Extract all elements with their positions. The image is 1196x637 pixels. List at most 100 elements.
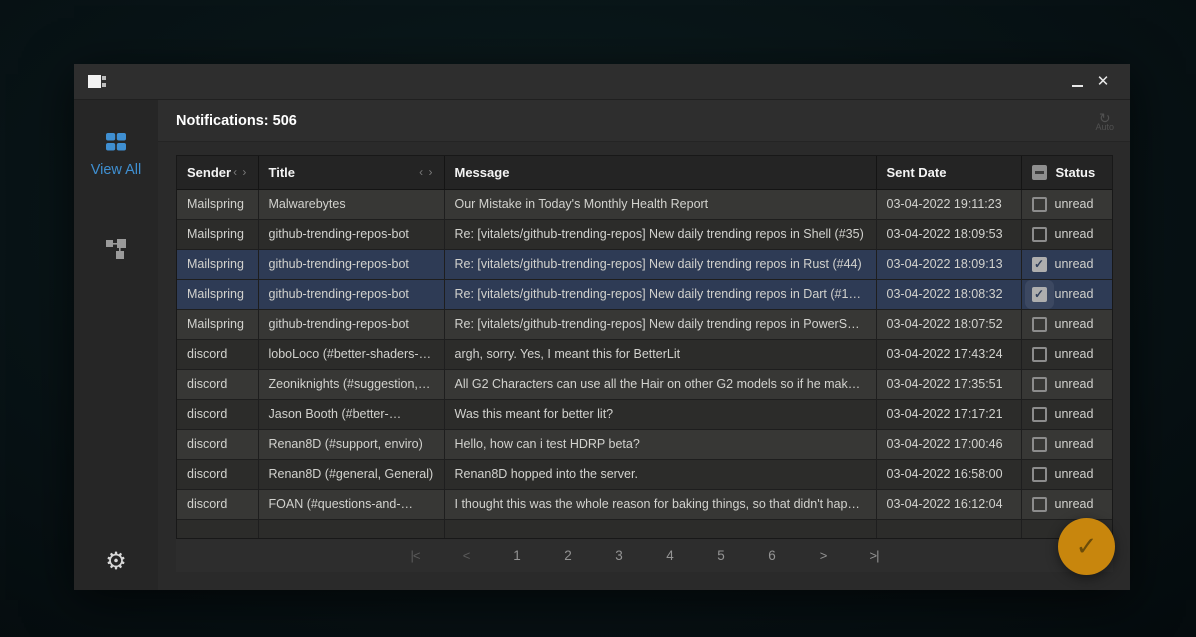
- minimize-button[interactable]: [1064, 69, 1090, 95]
- status-label: unread: [1054, 197, 1094, 211]
- row-checkbox[interactable]: [1031, 466, 1047, 482]
- column-header-sent-date[interactable]: Sent Date: [876, 156, 1022, 190]
- cell-sender: discord: [177, 399, 259, 430]
- sort-chevrons-icon[interactable]: ‹ ›: [419, 165, 434, 180]
- auto-refresh-button[interactable]: ↻ Auto: [1095, 110, 1114, 132]
- table-header-row: Sender ‹ › Title ‹ ›: [177, 156, 1112, 190]
- table-row[interactable]: Mailspring Malwarebytes Our Mistake in Tod…: [177, 189, 1112, 220]
- page-5-button[interactable]: 5: [717, 548, 725, 563]
- cell-message: I thought this was the whole reason for …: [444, 489, 877, 520]
- column-header-title[interactable]: Title ‹ ›: [258, 156, 445, 190]
- status-label: unread: [1054, 347, 1094, 361]
- cell-sent-date: 03-04-2022 17:17:21: [876, 399, 1022, 430]
- status-label: unread: [1054, 227, 1094, 241]
- prev-page-button[interactable]: <: [462, 548, 471, 563]
- page-1-button[interactable]: 1: [513, 548, 521, 563]
- column-header-message[interactable]: Message: [444, 156, 877, 190]
- cell-status: unread: [1021, 399, 1112, 430]
- select-all-checkbox[interactable]: [1031, 164, 1047, 180]
- page-4-button[interactable]: 4: [666, 548, 674, 563]
- table-row[interactable]: discord Renan8D (#general, General) Renan8…: [177, 459, 1112, 490]
- table-row[interactable]: Mailspring github-trending-repos-bot Re: […: [177, 219, 1112, 250]
- table-row[interactable]: Mailspring github-trending-repos-bot Re: […: [177, 249, 1112, 280]
- cell-message: Hello, how can i test HDRP beta?: [444, 429, 877, 460]
- table-row[interactable]: Mailspring github-trending-repos-bot Re: […: [177, 309, 1112, 340]
- table-row[interactable]: discord Renan8D (#support, enviro) Hello, …: [177, 429, 1112, 460]
- checkmark-icon: ✓: [1075, 531, 1098, 561]
- cell-status: unread: [1021, 309, 1112, 340]
- page-3-button[interactable]: 3: [615, 548, 623, 563]
- page-6-button[interactable]: 6: [768, 548, 776, 563]
- table-row[interactable]: discord loboLoco (#better-shaders-… argh, …: [177, 339, 1112, 370]
- cell-message: Re: [vitalets/github-trending-repos] New…: [444, 279, 877, 310]
- column-label: Title: [268, 164, 296, 180]
- close-button[interactable]: ✕: [1096, 73, 1110, 90]
- cell-title: github-trending-repos-bot: [258, 279, 445, 310]
- cell-sent-date: 03-04-2022 16:58:00: [876, 459, 1022, 490]
- last-page-button[interactable]: >|: [869, 548, 880, 563]
- cell-sender: Mailspring: [177, 279, 259, 310]
- cell-sender: discord: [177, 369, 259, 400]
- cell-message: Re: [vitalets/github-trending-repos] New…: [444, 309, 877, 340]
- sidebar-item-hierarchy[interactable]: [104, 236, 128, 265]
- grid-icon: [103, 130, 129, 159]
- cell-sent-date: 03-04-2022 18:09:13: [876, 249, 1022, 280]
- row-checkbox[interactable]: [1031, 316, 1047, 332]
- cell-status: ✓ unread: [1021, 279, 1112, 310]
- cell-sender: discord: [177, 339, 259, 370]
- app-window: ✕ View All: [74, 64, 1130, 590]
- content-header: Notifications: 506 ↻ Auto: [158, 100, 1130, 142]
- cell-status: unread: [1021, 489, 1112, 520]
- cell-sent-date: 03-04-2022 18:07:52: [876, 309, 1022, 340]
- status-label: unread: [1054, 497, 1094, 511]
- table-row[interactable]: discord FOAN (#questions-and-… I thought t…: [177, 489, 1112, 520]
- cell-sent-date: [876, 519, 1022, 538]
- cell-title: Jason Booth (#better-…: [258, 399, 445, 430]
- page-2-button[interactable]: 2: [564, 548, 572, 563]
- table-row[interactable]: discord Jason Booth (#better-… Was this me…: [177, 399, 1112, 430]
- row-checkbox[interactable]: ✓: [1031, 286, 1047, 302]
- cell-status: unread: [1021, 339, 1112, 370]
- sitemap-icon: [104, 236, 128, 265]
- sidebar-item-settings[interactable]: ⚙: [74, 547, 158, 576]
- table-row[interactable]: discord Zeoniknights (#suggestion,… All G2…: [177, 369, 1112, 400]
- sidebar-item-view-all[interactable]: View All: [90, 130, 142, 178]
- status-label: unread: [1054, 407, 1094, 421]
- status-label: unread: [1054, 287, 1094, 301]
- minimize-icon: [1071, 84, 1083, 87]
- sort-chevrons-icon[interactable]: ‹ ›: [233, 165, 248, 180]
- row-checkbox[interactable]: [1031, 406, 1047, 422]
- cell-message: Our Mistake in Today's Monthly Health Re…: [444, 189, 877, 220]
- cell-title: Renan8D (#support, enviro): [258, 429, 445, 460]
- row-checkbox[interactable]: [1031, 376, 1047, 392]
- next-page-button[interactable]: >: [819, 548, 828, 563]
- row-checkbox[interactable]: [1031, 436, 1047, 452]
- cell-title: github-trending-repos-bot: [258, 219, 445, 250]
- cell-message: [444, 519, 877, 538]
- row-checkbox[interactable]: [1031, 196, 1047, 212]
- cell-sender: Mailspring: [177, 189, 259, 220]
- table-row[interactable]: Mailspring github-trending-repos-bot Re: […: [177, 279, 1112, 310]
- row-checkbox[interactable]: [1031, 496, 1047, 512]
- column-header-sender[interactable]: Sender ‹ ›: [177, 156, 259, 190]
- cell-sender: Mailspring: [177, 309, 259, 340]
- row-checkbox[interactable]: [1031, 226, 1047, 242]
- cell-sender: discord: [177, 489, 259, 520]
- sidebar-item-label: View All: [90, 162, 142, 178]
- table-row[interactable]: [177, 519, 1112, 538]
- first-page-button[interactable]: |<: [410, 548, 421, 563]
- cell-status: unread: [1021, 429, 1112, 460]
- row-checkbox[interactable]: [1031, 346, 1047, 362]
- cell-sender: discord: [177, 429, 259, 460]
- cell-sender: Mailspring: [177, 249, 259, 280]
- cell-message: Renan8D hopped into the server.: [444, 459, 877, 490]
- cell-sent-date: 03-04-2022 17:35:51: [876, 369, 1022, 400]
- column-label: Sender: [187, 164, 232, 180]
- row-checkbox[interactable]: ✓: [1031, 256, 1047, 272]
- column-header-status[interactable]: Status: [1021, 156, 1112, 190]
- cell-sent-date: 03-04-2022 18:08:32: [876, 279, 1022, 310]
- title-bar: ✕: [74, 64, 1130, 100]
- cell-title: [258, 519, 445, 538]
- confirm-fab-button[interactable]: ✓: [1058, 518, 1115, 575]
- refresh-icon: ↻: [1098, 109, 1111, 126]
